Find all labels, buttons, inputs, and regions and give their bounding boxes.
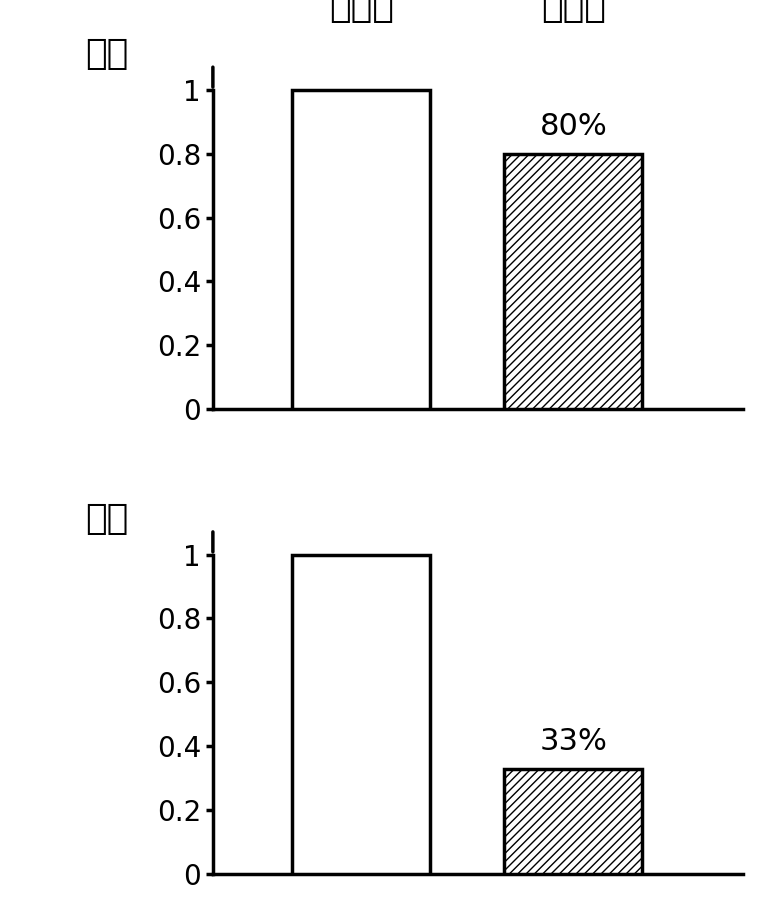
Text: 反向读: 反向读 xyxy=(541,0,606,24)
Text: 正向读: 正向读 xyxy=(329,0,393,24)
Bar xyxy=(293,90,431,409)
Text: 33%: 33% xyxy=(540,727,607,756)
Bar xyxy=(504,154,642,409)
Bar xyxy=(504,769,642,874)
Y-axis label: 速度: 速度 xyxy=(85,502,128,536)
Y-axis label: 裕度: 裕度 xyxy=(85,38,128,71)
Text: 80%: 80% xyxy=(540,112,607,141)
Bar xyxy=(293,554,431,874)
